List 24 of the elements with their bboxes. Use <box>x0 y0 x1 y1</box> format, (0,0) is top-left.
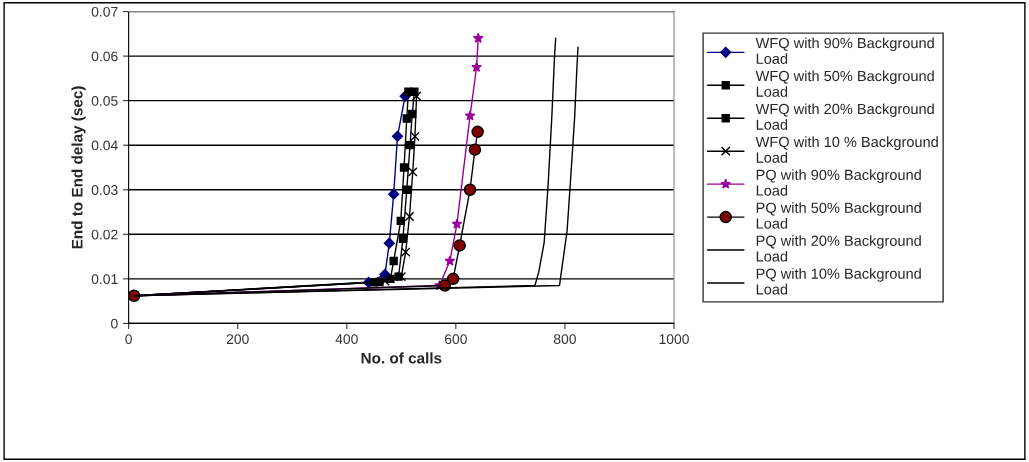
x-tick-label: 0 <box>125 334 132 345</box>
legend-label: WFQ with 50% Background Load <box>755 70 934 97</box>
x-axis-title: No. of calls <box>361 352 442 364</box>
x-tick-label: 1000 <box>659 334 689 345</box>
y-tick-label: 0 <box>111 318 118 329</box>
legend-label: WFQ with 10 % Background Load <box>755 136 938 163</box>
legend-label: PQ with 90% Background Load <box>756 169 921 196</box>
legend-label: WFQ with 20% Background Load <box>755 103 934 130</box>
y-tick-label: 0.02 <box>91 229 118 240</box>
legend-label: WFQ with 90% Background Load <box>755 37 934 64</box>
y-tick-label: 0.04 <box>91 140 118 151</box>
y-tick-label: 0.06 <box>91 51 118 62</box>
legend-label: PQ with 20% Background Load <box>756 235 921 262</box>
x-tick-label: 400 <box>335 334 358 345</box>
legend-label: PQ with 10% Background Load <box>756 268 921 295</box>
y-tick-label: 0.05 <box>91 95 118 106</box>
x-tick-label: 600 <box>444 334 467 345</box>
x-tick-label: 200 <box>226 334 249 345</box>
y-tick-label: 0.07 <box>91 6 118 17</box>
y-tick-label: 0.03 <box>91 185 118 195</box>
x-tick-label: 800 <box>553 334 576 345</box>
y-axis-title: End to End delay (sec) <box>71 86 86 249</box>
legend-label: PQ with 50% Background Load <box>756 202 921 229</box>
y-tick-label: 0.01 <box>91 274 118 285</box>
